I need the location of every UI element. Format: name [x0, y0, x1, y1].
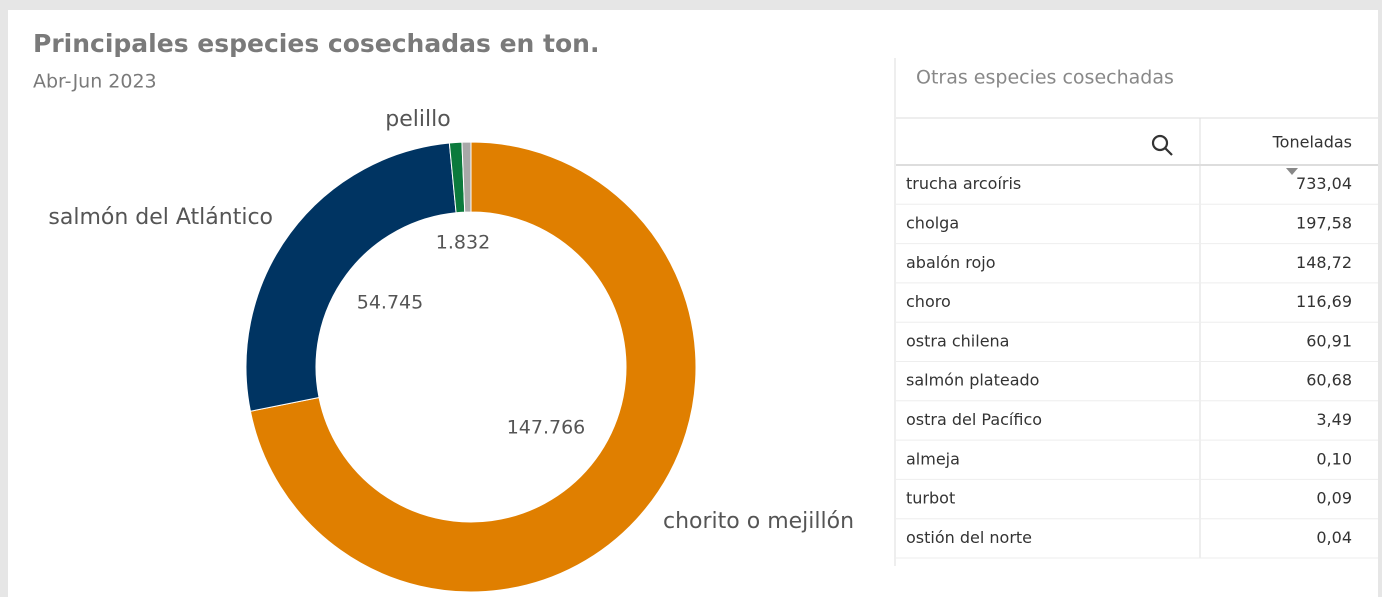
value-label: 1.832 — [436, 232, 490, 254]
sort-indicator — [1286, 168, 1298, 175]
table-cell: salmón plateado — [906, 371, 1039, 390]
table-cell: 3,49 — [1316, 410, 1352, 429]
slice-label: pelillo — [385, 107, 450, 132]
search-icon[interactable] — [1151, 134, 1173, 156]
donut-slice — [249, 141, 697, 593]
donut-slice — [245, 142, 457, 412]
value-label: 54.745 — [357, 292, 423, 314]
donut-slice — [461, 141, 472, 213]
table-cell: 0,09 — [1316, 489, 1352, 508]
table-cell: 60,91 — [1306, 331, 1352, 350]
slice-label: chorito o mejillón — [663, 509, 854, 534]
table-cell: cholga — [906, 213, 959, 232]
table-cell: 0,10 — [1316, 449, 1352, 468]
table-cell: almeja — [906, 449, 960, 468]
slice-label: salmón del Atlántico — [48, 205, 273, 230]
table-cell: 60,68 — [1306, 371, 1352, 390]
table-cell: 197,58 — [1296, 213, 1352, 232]
chart-title: Principales especies cosechadas en ton. — [33, 29, 599, 58]
value-label: 147.766 — [507, 417, 586, 439]
table-cell: abalón rojo — [906, 253, 995, 272]
table-cell: ostión del norte — [906, 528, 1032, 547]
table-cell: 733,04 — [1296, 174, 1352, 193]
chart-subtitle: Abr-Jun 2023 — [33, 71, 157, 93]
table-title: Otras especies cosechadas — [916, 67, 1174, 89]
table-cell: 148,72 — [1296, 253, 1352, 272]
table-cell: ostra chilena — [906, 331, 1009, 350]
table-cell: trucha arcoíris — [906, 174, 1021, 193]
panel — [8, 10, 1378, 597]
table-cell: 0,04 — [1316, 528, 1352, 547]
column-header[interactable]: Toneladas — [1272, 133, 1352, 152]
table-cell: ostra del Pacífico — [906, 410, 1042, 429]
table-cell: turbot — [906, 489, 955, 508]
table-cell: choro — [906, 292, 951, 311]
table-cell: 116,69 — [1296, 292, 1352, 311]
